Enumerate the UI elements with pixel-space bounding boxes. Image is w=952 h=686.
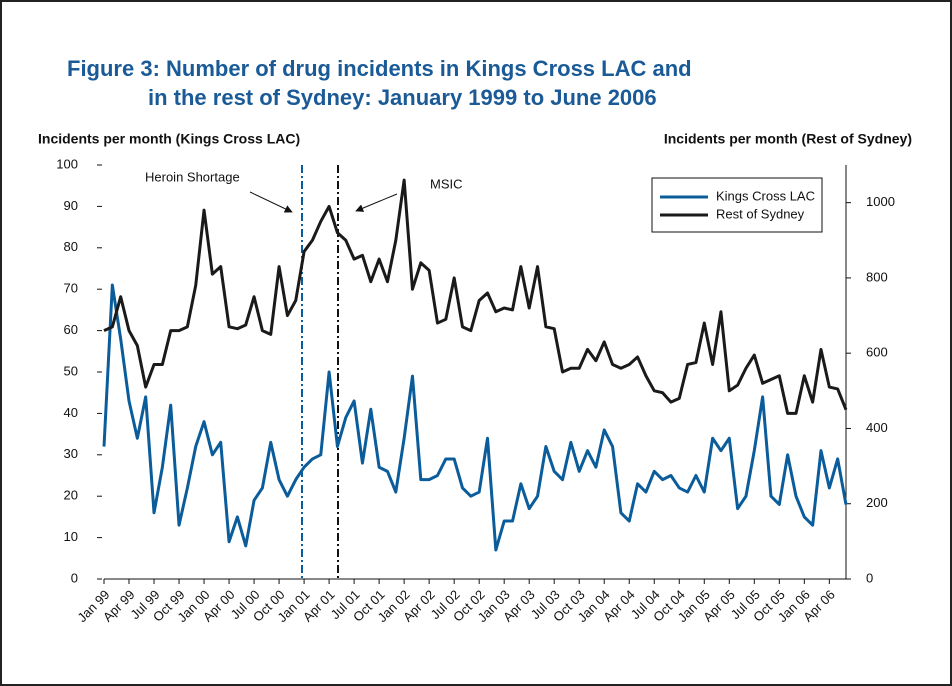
y-tick-label: 60 <box>64 322 78 337</box>
chart-title: in the rest of Sydney: January 1999 to J… <box>148 85 657 110</box>
y-tick-label: 50 <box>64 363 78 378</box>
y-tick-label: 70 <box>64 281 78 296</box>
y-tick-label: 80 <box>64 239 78 254</box>
legend <box>651 177 823 233</box>
legend-label: Rest of Sydney <box>716 206 805 221</box>
y-tick-label: 20 <box>64 488 78 503</box>
y2-tick-label: 1000 <box>866 194 895 209</box>
series-line <box>102 283 848 552</box>
annotation-arrow <box>355 193 398 212</box>
y-tick-label: 30 <box>64 446 78 461</box>
annotation-arrow <box>249 191 293 213</box>
annotation: MSIC <box>430 176 463 191</box>
y-tick-label: 40 <box>64 405 78 420</box>
chart-title: Figure 3: Number of drug incidents in Ki… <box>67 56 692 81</box>
y-axis-label: Incidents per month (Kings Cross LAC) <box>38 131 300 147</box>
y-tick-label: 10 <box>64 529 78 544</box>
y2-tick-label: 400 <box>866 420 888 435</box>
y2-tick-label: 0 <box>866 570 873 585</box>
series-line <box>103 178 848 415</box>
annotation: Heroin Shortage <box>145 169 240 184</box>
y2-axis-label: Incidents per month (Rest of Sydney) <box>664 131 912 147</box>
y-tick-label: 100 <box>56 156 78 171</box>
y2-tick-label: 800 <box>866 269 888 284</box>
legend-label: Kings Cross LAC <box>716 188 815 203</box>
y-tick-label: 0 <box>71 570 78 585</box>
y2-tick-label: 600 <box>866 345 888 360</box>
y2-tick-label: 200 <box>866 495 888 510</box>
y-tick-label: 90 <box>64 198 78 213</box>
